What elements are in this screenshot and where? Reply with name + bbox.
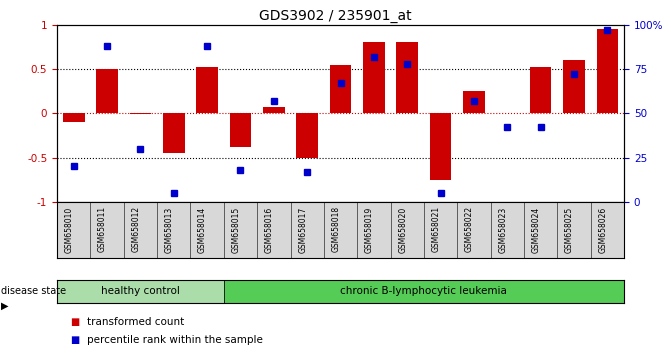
Bar: [57, 280, 224, 303]
Bar: [463, 91, 484, 113]
Text: chronic B-lymphocytic leukemia: chronic B-lymphocytic leukemia: [340, 286, 507, 296]
Text: GSM658011: GSM658011: [98, 206, 107, 252]
Text: percentile rank within the sample: percentile rank within the sample: [87, 335, 263, 345]
Text: ■: ■: [70, 335, 80, 345]
Text: GSM658023: GSM658023: [499, 206, 507, 252]
Bar: [263, 107, 285, 113]
Text: transformed count: transformed count: [87, 317, 185, 327]
Text: GDS3902 / 235901_at: GDS3902 / 235901_at: [259, 9, 412, 23]
Bar: [163, 113, 185, 153]
Text: GSM658013: GSM658013: [165, 206, 174, 252]
Text: ▶: ▶: [1, 300, 9, 310]
Text: GSM658017: GSM658017: [298, 206, 307, 252]
Bar: [597, 29, 618, 113]
Bar: [397, 42, 418, 113]
Bar: [363, 42, 384, 113]
Bar: [297, 113, 318, 158]
Text: ■: ■: [70, 317, 80, 327]
Text: GSM658015: GSM658015: [231, 206, 240, 252]
Bar: [96, 69, 118, 113]
Bar: [130, 113, 151, 114]
Bar: [224, 280, 624, 303]
Text: GSM658024: GSM658024: [531, 206, 541, 252]
Text: GSM658026: GSM658026: [599, 206, 607, 252]
Bar: [329, 65, 352, 113]
Text: GSM658010: GSM658010: [64, 206, 74, 252]
Text: GSM658025: GSM658025: [565, 206, 574, 252]
Text: GSM658020: GSM658020: [398, 206, 407, 252]
Text: GSM658018: GSM658018: [331, 206, 341, 252]
Text: GSM658012: GSM658012: [132, 206, 140, 252]
Text: disease state: disease state: [1, 286, 66, 296]
Text: GSM658014: GSM658014: [198, 206, 207, 252]
Text: GSM658021: GSM658021: [431, 206, 441, 252]
Bar: [63, 113, 85, 122]
Text: healthy control: healthy control: [101, 286, 180, 296]
Bar: [530, 67, 552, 113]
Bar: [197, 67, 218, 113]
Bar: [229, 113, 252, 147]
Text: GSM658016: GSM658016: [265, 206, 274, 252]
Bar: [429, 113, 452, 180]
Bar: [563, 60, 585, 113]
Text: GSM658022: GSM658022: [465, 206, 474, 252]
Text: GSM658019: GSM658019: [365, 206, 374, 252]
